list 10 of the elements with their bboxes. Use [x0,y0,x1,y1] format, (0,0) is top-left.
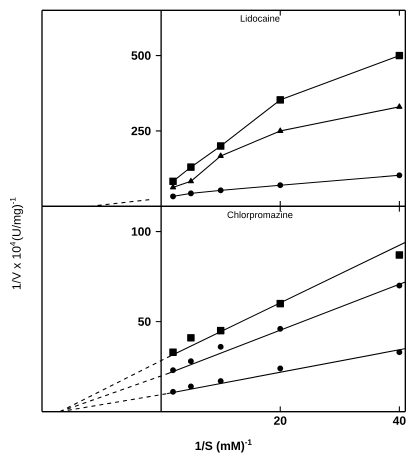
y-tick-label: 50 [138,317,150,326]
y-tick-label: 250 [131,126,150,136]
y-tick-label: 500 [131,51,150,60]
x-axis-title: 1/S (mM)$^{-1}$ [195,439,252,452]
x-tick-label: 40 [392,416,406,425]
chart-title: Chlorpromazine [227,211,292,220]
y-axis-title: 1/V x 10$^{4}$(U/mg)$^{-1}$ [10,198,23,290]
chart-title: Lidocaine [240,14,280,22]
x-tick-label: 20 [274,416,286,425]
y-tick-label: 100 [132,227,150,236]
